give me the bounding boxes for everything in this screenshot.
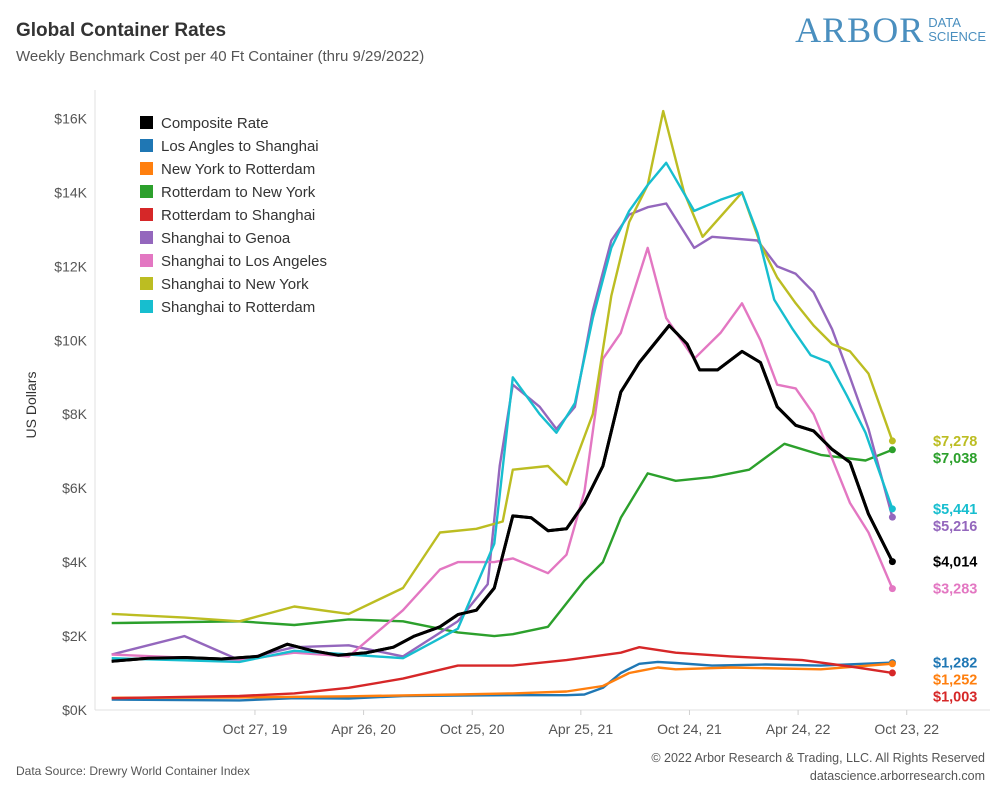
copyright-text: © 2022 Arbor Research & Trading, LLC. Al…	[651, 750, 985, 765]
y-axis-label: US Dollars	[23, 372, 39, 439]
series-end-label: $7,278	[933, 434, 977, 450]
legend-swatch	[140, 254, 153, 267]
series-line	[111, 646, 893, 700]
legend-swatch	[140, 139, 153, 152]
series-endpoint	[888, 505, 896, 513]
series-end-label: $4,014	[933, 555, 977, 571]
x-tick-label: Oct 24, 21	[657, 721, 722, 737]
legend-label: Shanghai to Genoa	[161, 230, 291, 247]
series-end-label: $3,283	[933, 582, 977, 598]
legend-label: Shanghai to Los Angeles	[161, 253, 327, 270]
y-tick-label: $16K	[54, 110, 87, 126]
x-tick-label: Oct 27, 19	[223, 721, 288, 737]
legend-swatch	[140, 185, 153, 198]
series-endpoint	[888, 558, 896, 566]
legend-label: Rotterdam to Shanghai	[161, 207, 315, 224]
series-endpoint	[888, 660, 896, 668]
series-endpoint	[888, 513, 896, 521]
legend-label: New York to Rotterdam	[161, 161, 315, 178]
y-tick-label: $0K	[62, 702, 88, 718]
legend-swatch	[140, 231, 153, 244]
y-tick-label: $4K	[62, 554, 88, 570]
series-end-label: $1,252	[933, 673, 977, 689]
legend-swatch	[140, 208, 153, 221]
legend-label: Shanghai to New York	[161, 276, 309, 293]
series-line	[111, 246, 894, 662]
series-endpoint	[888, 585, 896, 593]
series-line	[111, 662, 893, 699]
y-tick-label: $10K	[54, 332, 87, 348]
series-line	[111, 442, 893, 638]
legend-swatch	[140, 300, 153, 313]
legend-label: Los Angles to Shanghai	[161, 138, 319, 155]
series-line	[111, 660, 893, 702]
logo-sub-text: DATA SCIENCE	[928, 15, 986, 44]
footer-credits: © 2022 Arbor Research & Trading, LLC. Al…	[651, 749, 985, 785]
series-line	[111, 324, 894, 663]
legend-swatch	[140, 277, 153, 290]
website-link[interactable]: datascience.arborresearch.com	[809, 768, 985, 783]
x-tick-label: Oct 25, 20	[440, 721, 505, 737]
y-tick-label: $14K	[54, 184, 87, 200]
x-tick-label: Oct 23, 22	[874, 721, 939, 737]
chart-subtitle: Weekly Benchmark Cost per 40 Ft Containe…	[16, 48, 425, 65]
legend-swatch	[140, 116, 153, 129]
series-line	[111, 109, 894, 623]
series-line	[111, 161, 894, 664]
x-tick-label: Apr 24, 22	[766, 721, 831, 737]
x-tick-label: Apr 25, 21	[549, 721, 614, 737]
data-source-note: Data Source: Drewry World Container Inde…	[16, 764, 250, 778]
legend-label: Composite Rate	[161, 115, 269, 132]
series-endpoint	[888, 669, 896, 677]
legend-label: Shanghai to Rotterdam	[161, 299, 315, 316]
series-end-label: $1,003	[933, 690, 977, 706]
series-end-label: $5,441	[933, 502, 977, 518]
y-tick-label: $2K	[62, 628, 88, 644]
arbor-logo: ARBOR DATA SCIENCE	[795, 10, 986, 50]
y-tick-label: $12K	[54, 258, 87, 274]
chart-title: Global Container Rates	[16, 20, 227, 41]
legend-swatch	[140, 162, 153, 175]
series-endpoint	[888, 446, 896, 454]
series-end-label: $5,216	[933, 519, 977, 535]
y-tick-label: $8K	[62, 406, 88, 422]
series-end-label: $1,282	[933, 656, 977, 672]
series-end-label: $7,038	[933, 451, 977, 467]
composite-line	[111, 324, 894, 663]
series-endpoint	[888, 437, 896, 445]
legend-label: Rotterdam to New York	[161, 184, 316, 201]
y-tick-label: $6K	[62, 480, 88, 496]
logo-main-text: ARBOR	[795, 10, 925, 50]
x-tick-label: Apr 26, 20	[331, 721, 396, 737]
